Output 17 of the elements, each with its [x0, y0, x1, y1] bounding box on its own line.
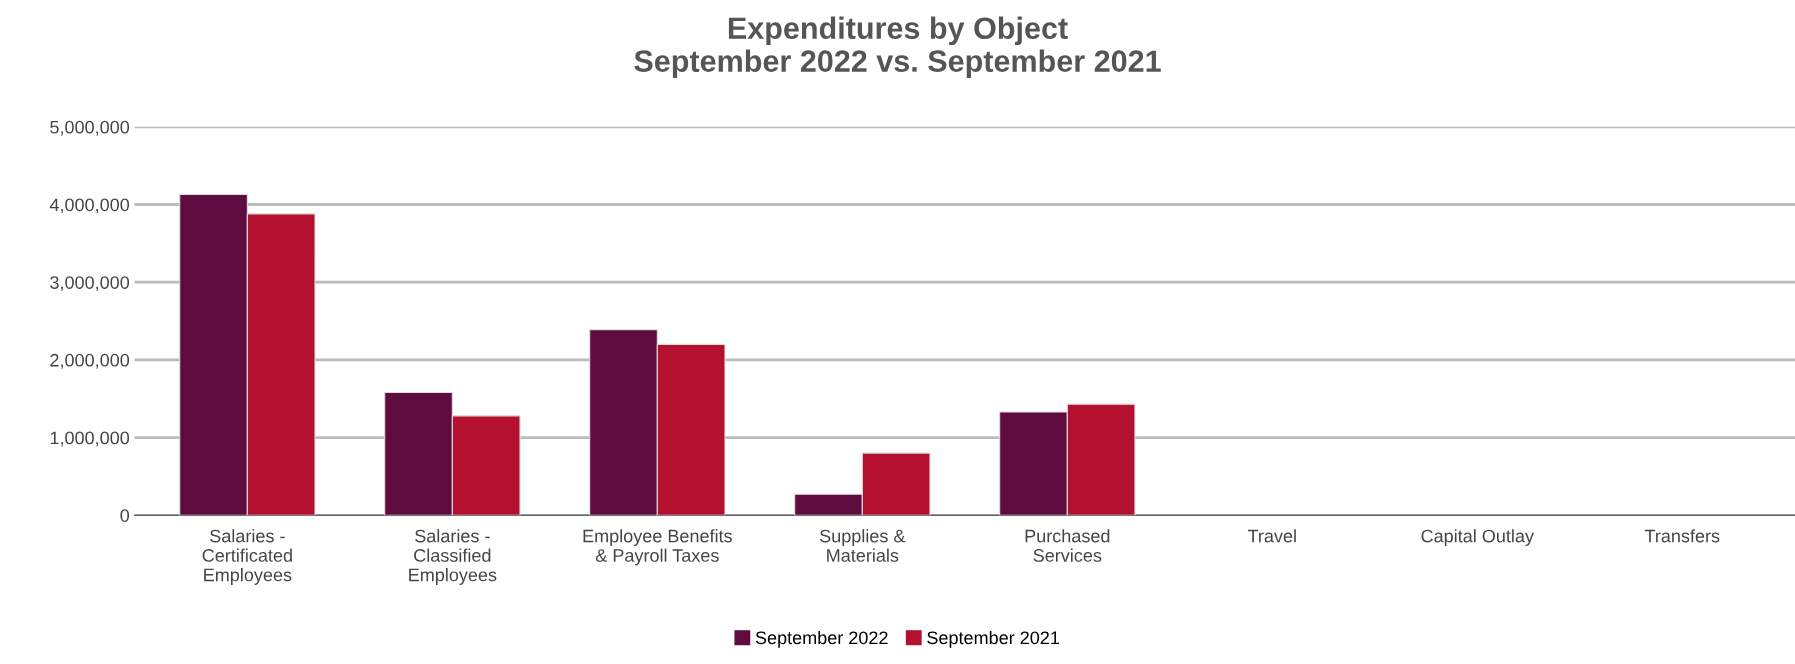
y-tick-label: 5,000,000	[50, 120, 130, 136]
x-tick-label: Salaries - Certificated Employees	[202, 529, 292, 585]
legend-label: September 2021	[927, 630, 1060, 648]
y-tick-label: 2,000,000	[50, 353, 130, 369]
y-tick-label: 1,000,000	[50, 431, 130, 447]
y-tick-label: 0	[120, 509, 130, 522]
x-tick-label: Salaries - Classified Employees	[409, 529, 497, 585]
y-tick-label: 4,000,000	[49, 198, 130, 214]
x-tick-label: Capital Outlay	[1421, 529, 1534, 546]
x-tick-label: Travel	[1247, 529, 1296, 543]
x-tick-label: Transfers	[1644, 529, 1720, 543]
x-tick-label: Purchased Services	[1025, 529, 1110, 562]
x-tick-label: Employee Benefits & Payroll Taxes	[583, 529, 732, 566]
y-tick-label: 3,000,000	[50, 276, 130, 292]
x-tick-label: Supplies & Materials	[819, 529, 906, 562]
chart-title: Expenditures by Object September 2022 vs. September 2021	[634, 16, 1161, 78]
legend-label: September 2022	[755, 630, 888, 648]
